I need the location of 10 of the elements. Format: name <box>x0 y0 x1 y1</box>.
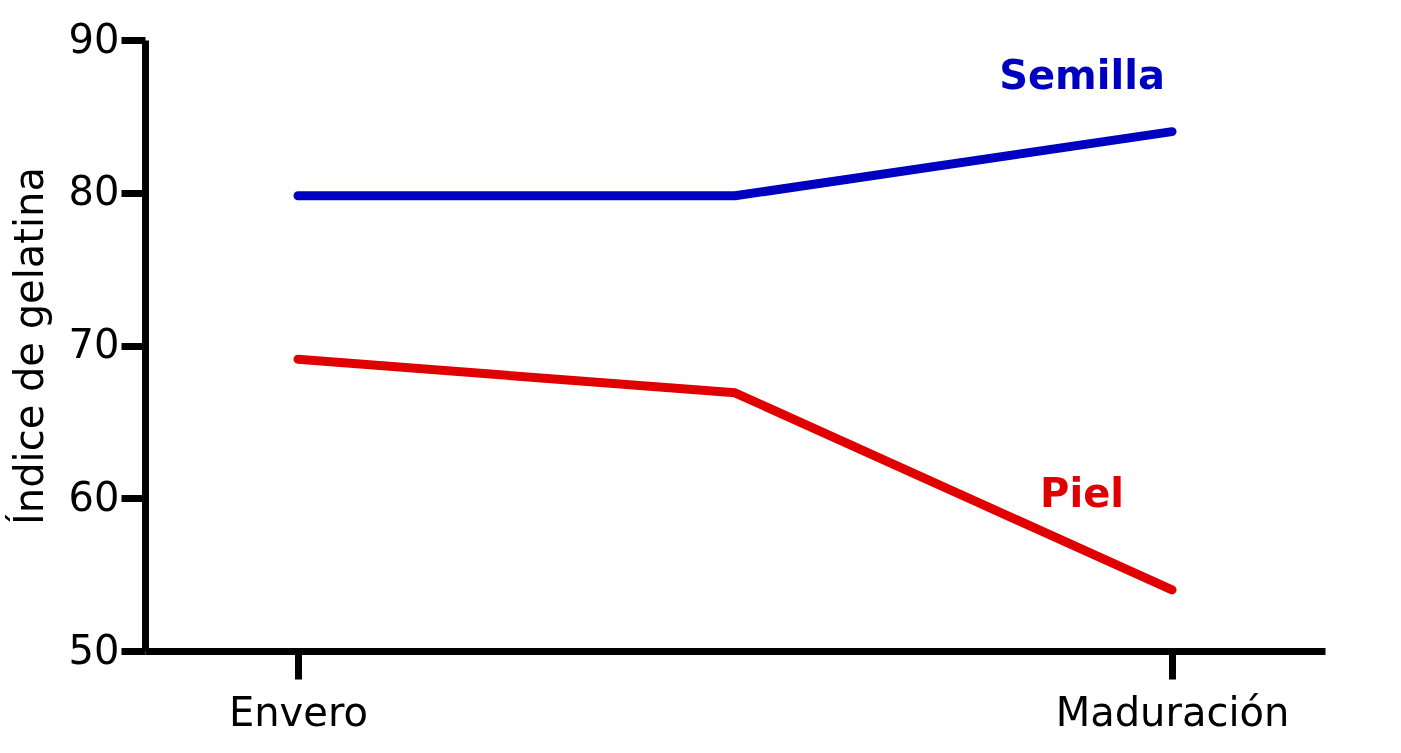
y-tick-label: 70 <box>68 321 120 367</box>
y-axis-title: Índice de gelatina <box>4 167 52 525</box>
x-tick-label: Maduración <box>1055 688 1290 735</box>
series-label: Semilla <box>999 51 1165 98</box>
y-tick-label: 80 <box>68 168 120 215</box>
y-tick-label: 60 <box>68 473 120 520</box>
y-tick-label: 90 <box>68 15 120 62</box>
y-tick-label: 50 <box>68 626 120 673</box>
x-tick-label: Envero <box>228 688 368 735</box>
series-label: Piel <box>1040 469 1124 516</box>
